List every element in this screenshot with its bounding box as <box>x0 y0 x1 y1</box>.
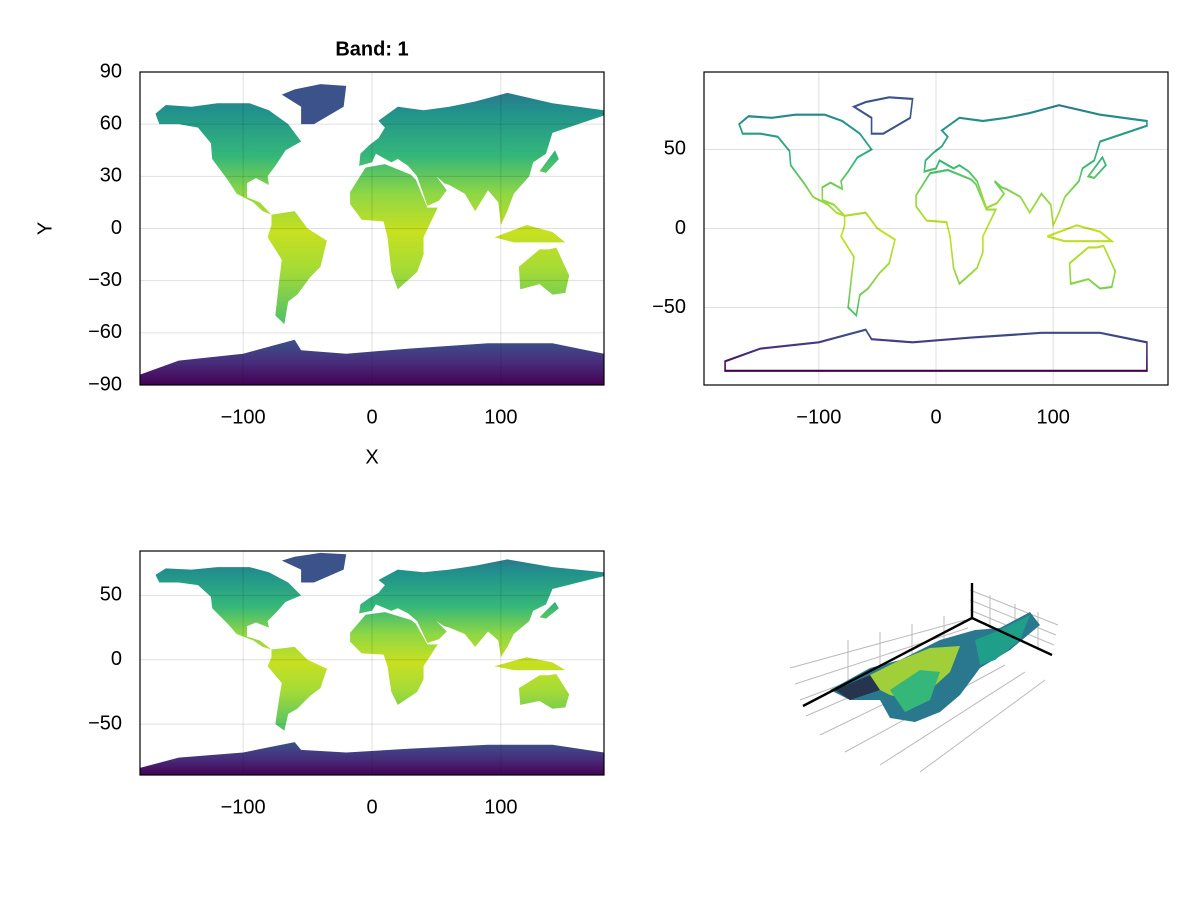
axes-frame <box>139 550 605 776</box>
land-contour <box>738 104 1148 317</box>
y-tick-label: 0 <box>111 217 122 239</box>
surface-3d <box>789 583 1059 773</box>
panels: −100 0 100 90 60 30 0 −30 −60 −90 Band: 1 X Y −100 0 10… <box>34 38 1169 818</box>
x-tick-label: 100 <box>484 406 517 428</box>
y-tick-label: −30 <box>88 269 122 291</box>
x-tick-label: 100 <box>484 796 517 818</box>
y-tick-label: −50 <box>88 712 122 734</box>
x-tick-label: 0 <box>930 406 941 428</box>
x-tick-label: −100 <box>796 406 841 428</box>
y-tick-label: 50 <box>100 584 122 606</box>
y-tick-label: −60 <box>88 321 122 343</box>
panel: −100 0 100 50 0 −50 <box>88 550 605 818</box>
y-tick-label: 30 <box>100 165 122 187</box>
land-raster <box>155 559 604 731</box>
y-tick-label: 0 <box>111 648 122 670</box>
y-axis-label: Y <box>34 222 56 235</box>
panel: −100 0 100 50 0 −50 <box>652 71 1169 428</box>
y-tick-label: 60 <box>100 112 122 134</box>
x-tick-label: −100 <box>221 406 266 428</box>
y-tick-label: 0 <box>675 217 686 239</box>
land-raster <box>155 92 604 325</box>
axes-frame <box>703 71 1169 386</box>
y-tick-label: 50 <box>664 138 686 160</box>
x-axis-label: X <box>365 446 378 468</box>
x-tick-label: 100 <box>1036 406 1069 428</box>
y-tick-label: −90 <box>88 373 122 395</box>
x-tick-label: −100 <box>221 796 266 818</box>
chart-title: Band: 1 <box>335 38 408 60</box>
panel: −100 0 100 90 60 30 0 −30 −60 −90 Band: 1 X Y <box>34 38 605 468</box>
x-tick-label: 0 <box>366 406 377 428</box>
axes-frame <box>139 71 605 386</box>
y-tick-label: 90 <box>100 60 122 82</box>
x-tick-label: 0 <box>366 796 377 818</box>
y-tick-label: −50 <box>652 296 686 318</box>
